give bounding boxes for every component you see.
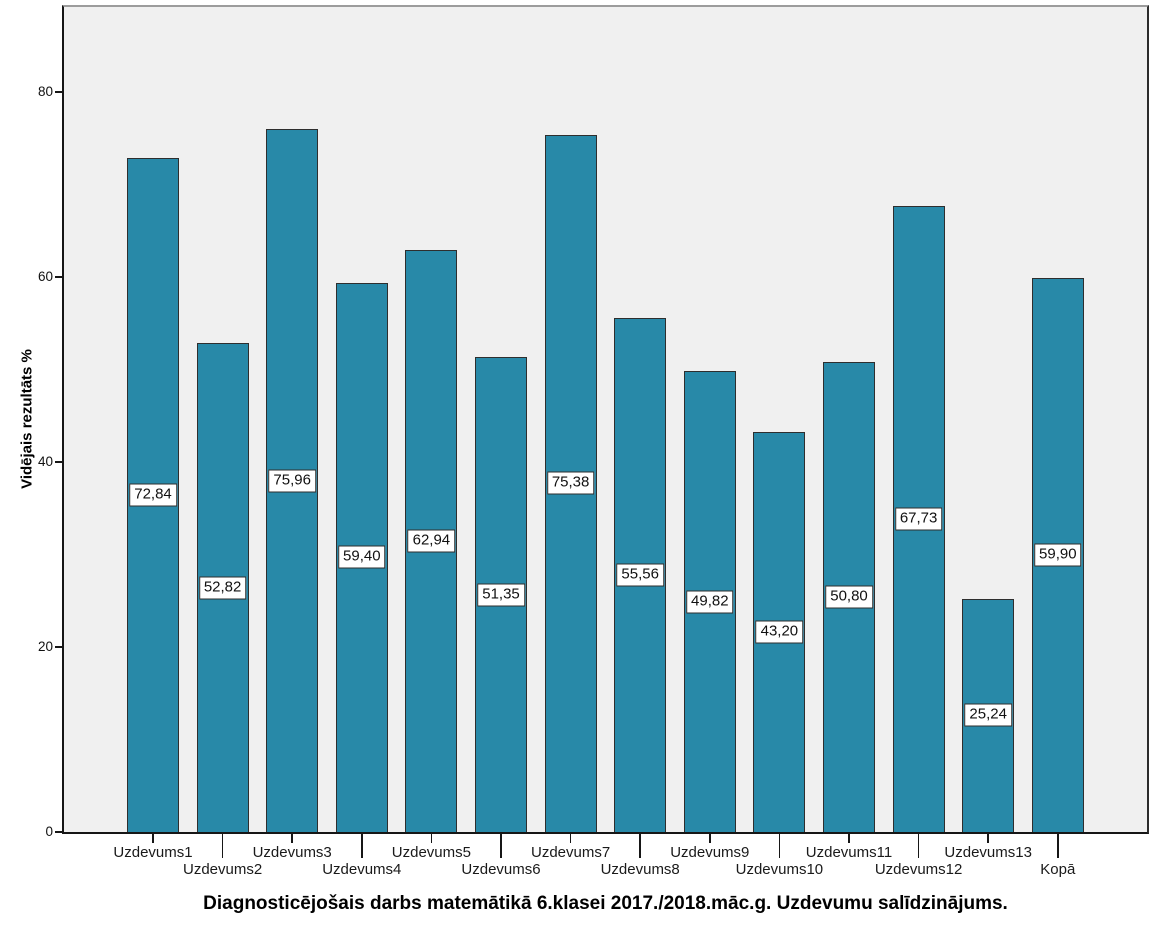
bar-value-label: 43,20 [755,620,804,644]
bar-value-label: 67,73 [894,507,943,531]
y-axis-tick [55,646,62,648]
bar-value-label: 52,82 [198,576,247,600]
bar-value-label: 49,82 [686,590,734,614]
x-category-label: Uzdevums4 [322,861,402,878]
bar-value-label: 75,38 [546,471,595,495]
x-category-label: Uzdevums5 [391,844,471,861]
x-axis-tick [709,833,711,843]
x-axis-tick [500,833,502,858]
chart-title: Diagnosticējošais darbs matemātikā 6.kla… [203,893,1008,914]
bar-value-label: 51,35 [477,583,525,607]
x-axis-tick [987,833,989,843]
bar-value-label: 59,40 [338,545,386,569]
x-axis-tick [1057,833,1059,858]
x-axis-tick [361,833,363,858]
bar-value-label: 25,24 [964,703,1012,727]
x-category-label: Uzdevums13 [944,844,1032,861]
y-axis-tick [55,91,62,93]
x-axis-tick [221,833,224,858]
x-category-label: Uzdevums10 [735,861,824,878]
x-axis-tick [569,833,572,843]
x-category-label: Uzdevums8 [600,861,680,878]
bar-value-label: 75,96 [268,469,316,493]
y-axis-tick-label: 20 [37,639,53,655]
x-category-label: Uzdevums11 [805,844,893,861]
x-category-label: Uzdevums1 [113,844,193,861]
x-category-label: Uzdevums3 [252,844,332,861]
y-axis-tick-label: 80 [37,84,53,100]
x-category-label: Uzdevums2 [182,861,263,878]
x-axis-tick [152,833,154,843]
x-axis-tick [848,833,850,843]
x-category-label: Uzdevums12 [874,861,963,878]
x-axis-tick [291,833,293,843]
x-category-label: Kopā [1040,861,1076,878]
x-category-label: Uzdevums7 [530,844,611,861]
x-category-label: Uzdevums9 [670,844,750,861]
plot-area: 72,84 52,82 75,96 59,40 62,94 51,35 75,38 55,56… [62,5,1149,834]
x-axis-tick [778,833,781,858]
y-axis-tick-label: 60 [37,269,53,285]
y-axis-tick-label: 40 [37,454,53,470]
y-axis-tick [55,276,62,278]
y-axis-tick [55,461,62,463]
bar-value-label: 72,84 [129,483,177,507]
y-axis-tick [55,831,62,833]
bar-value-label: 62,94 [407,529,456,553]
x-axis-tick [917,833,920,858]
x-category-label: Uzdevums6 [461,861,541,878]
x-axis-tick [430,833,433,843]
bar-value-label: 50,80 [825,585,873,609]
bar-value-label: 55,56 [616,563,664,587]
bar-value-label: 59,90 [1034,543,1082,567]
y-axis-tick-label: 0 [45,824,53,839]
x-axis-tick [639,833,641,858]
